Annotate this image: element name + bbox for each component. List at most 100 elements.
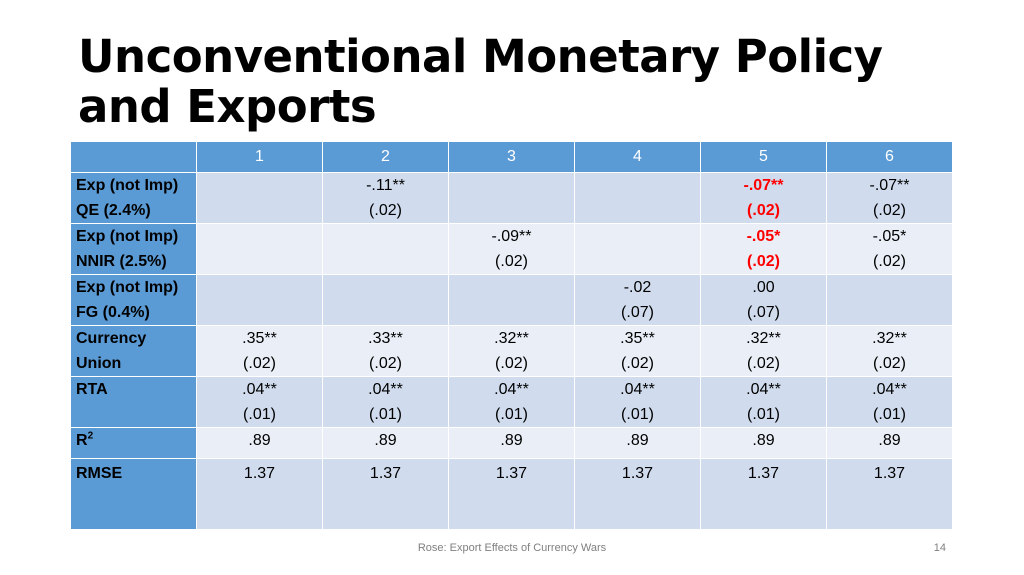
coefficient: .32** [494, 330, 529, 347]
standard-error: (.02) [747, 355, 780, 372]
coefficient-cell: .32** (.02) [826, 325, 953, 377]
coefficient [323, 224, 448, 249]
row-label-line1: Exp (not Imp) [76, 177, 179, 194]
standard-error: (.02) [747, 202, 780, 219]
coefficient-cell: -.09** (.02) [448, 223, 575, 275]
coefficient: .35** [620, 330, 655, 347]
coefficient-cell: -.05* (.02) [826, 223, 953, 275]
slide-title: Unconventional Monetary Policy and Expor… [78, 30, 883, 133]
standard-error: (.02) [495, 253, 528, 270]
coefficient [197, 224, 322, 249]
coefficient-cell: .04** (.01) [826, 376, 953, 428]
coefficient: -.09** [491, 228, 532, 245]
coefficient-cell: .32** (.02) [700, 325, 827, 377]
coefficient-cell: -.02 (.07) [574, 274, 701, 326]
coefficient: .04** [620, 381, 655, 398]
coefficient-cell: .00 (.07) [700, 274, 827, 326]
coefficient: .33** [368, 330, 403, 347]
standard-error: (.01) [243, 406, 276, 423]
row-label: Currency Union [70, 325, 197, 377]
standard-error [449, 198, 574, 223]
coefficient: -.02 [623, 279, 652, 296]
standard-error [449, 300, 574, 325]
r-squared-row: R2.89.89.89.89.89.89 [70, 427, 953, 459]
coefficient: -.05* [872, 228, 907, 245]
row-label-line2: FG (0.4%) [76, 304, 150, 321]
rmse-value: 1.37 [448, 458, 575, 530]
standard-error [197, 300, 322, 325]
regression-table: 1 2 3 4 5 6 Exp (not Imp) QE (2.4%) -.11**… [70, 141, 953, 530]
row-label-line2: QE (2.4%) [76, 202, 151, 219]
coefficient-cell: .04** (.01) [448, 376, 575, 428]
row-label-line1: RTA [76, 381, 108, 398]
table-row: RTA .04** (.01) .04** (.01) .04** (.01) .04** (.… [70, 376, 953, 428]
coefficient-cell: .04** (.01) [196, 376, 323, 428]
row-label-line2 [76, 402, 196, 427]
r-squared-value: .89 [700, 427, 827, 459]
coefficient-cell [448, 274, 575, 326]
coefficient-cell [322, 223, 449, 275]
coefficient: -.05* [746, 228, 781, 245]
highlighted-coefficient-cell: -.05* (.02) [700, 223, 827, 275]
coefficient-cell: .04** (.01) [574, 376, 701, 428]
coefficient [197, 275, 322, 300]
coefficient: -.07** [743, 177, 784, 194]
standard-error: (.02) [873, 355, 906, 372]
coefficient-cell: -.07** (.02) [826, 172, 953, 224]
coefficient [197, 173, 322, 198]
coefficient: .04** [368, 381, 403, 398]
coefficient [827, 275, 952, 300]
coefficient-cell: .33** (.02) [322, 325, 449, 377]
coefficient [575, 224, 700, 249]
row-label-line2: NNIR (2.5%) [76, 253, 167, 270]
column-header: 6 [826, 141, 953, 173]
standard-error: (.01) [747, 406, 780, 423]
header-corner-cell [70, 141, 197, 173]
coefficient-cell: .04** (.01) [700, 376, 827, 428]
standard-error: (.02) [747, 253, 780, 270]
coefficient: .04** [746, 381, 781, 398]
r-squared-value: .89 [826, 427, 953, 459]
standard-error: (.01) [495, 406, 528, 423]
r-squared-label-text: R [76, 432, 88, 449]
column-header: 4 [574, 141, 701, 173]
rmse-value: 1.37 [700, 458, 827, 530]
rmse-row: RMSE 1.37 1.37 1.37 1.37 1.37 1.37 [70, 458, 953, 530]
r-squared-value: .89 [574, 427, 701, 459]
row-label-line1: Exp (not Imp) [76, 228, 179, 245]
coefficient [449, 173, 574, 198]
standard-error: (.02) [369, 202, 402, 219]
row-label: Exp (not Imp) NNIR (2.5%) [70, 223, 197, 275]
standard-error: (.07) [747, 304, 780, 321]
coefficient-cell: -.11** (.02) [322, 172, 449, 224]
standard-error: (.07) [621, 304, 654, 321]
highlighted-coefficient-cell: -.07** (.02) [700, 172, 827, 224]
table-header-row: 1 2 3 4 5 6 [70, 141, 953, 173]
coefficient-cell: .04** (.01) [322, 376, 449, 428]
table-row: Currency Union .35** (.02) .33** (.02) .32** (.… [70, 325, 953, 377]
rmse-value: 1.37 [196, 458, 323, 530]
standard-error: (.02) [621, 355, 654, 372]
coefficient-cell [196, 223, 323, 275]
column-header: 5 [700, 141, 827, 173]
row-label-line2: Union [76, 355, 122, 372]
coefficient: .04** [494, 381, 529, 398]
r-squared-value: .89 [448, 427, 575, 459]
coefficient: .04** [242, 381, 277, 398]
row-label: Exp (not Imp) FG (0.4%) [70, 274, 197, 326]
r-squared-value: .89 [196, 427, 323, 459]
coefficient-cell [826, 274, 953, 326]
coefficient-cell [448, 172, 575, 224]
coefficient: -.11** [366, 177, 405, 194]
standard-error: (.02) [873, 202, 906, 219]
standard-error: (.01) [621, 406, 654, 423]
rmse-value: 1.37 [826, 458, 953, 530]
row-label: Exp (not Imp) QE (2.4%) [70, 172, 197, 224]
coefficient [575, 173, 700, 198]
coefficient-cell [196, 172, 323, 224]
coefficient-cell: .32** (.02) [448, 325, 575, 377]
standard-error: (.02) [873, 253, 906, 270]
coefficient: .35** [242, 330, 277, 347]
standard-error [575, 249, 700, 274]
standard-error [323, 249, 448, 274]
